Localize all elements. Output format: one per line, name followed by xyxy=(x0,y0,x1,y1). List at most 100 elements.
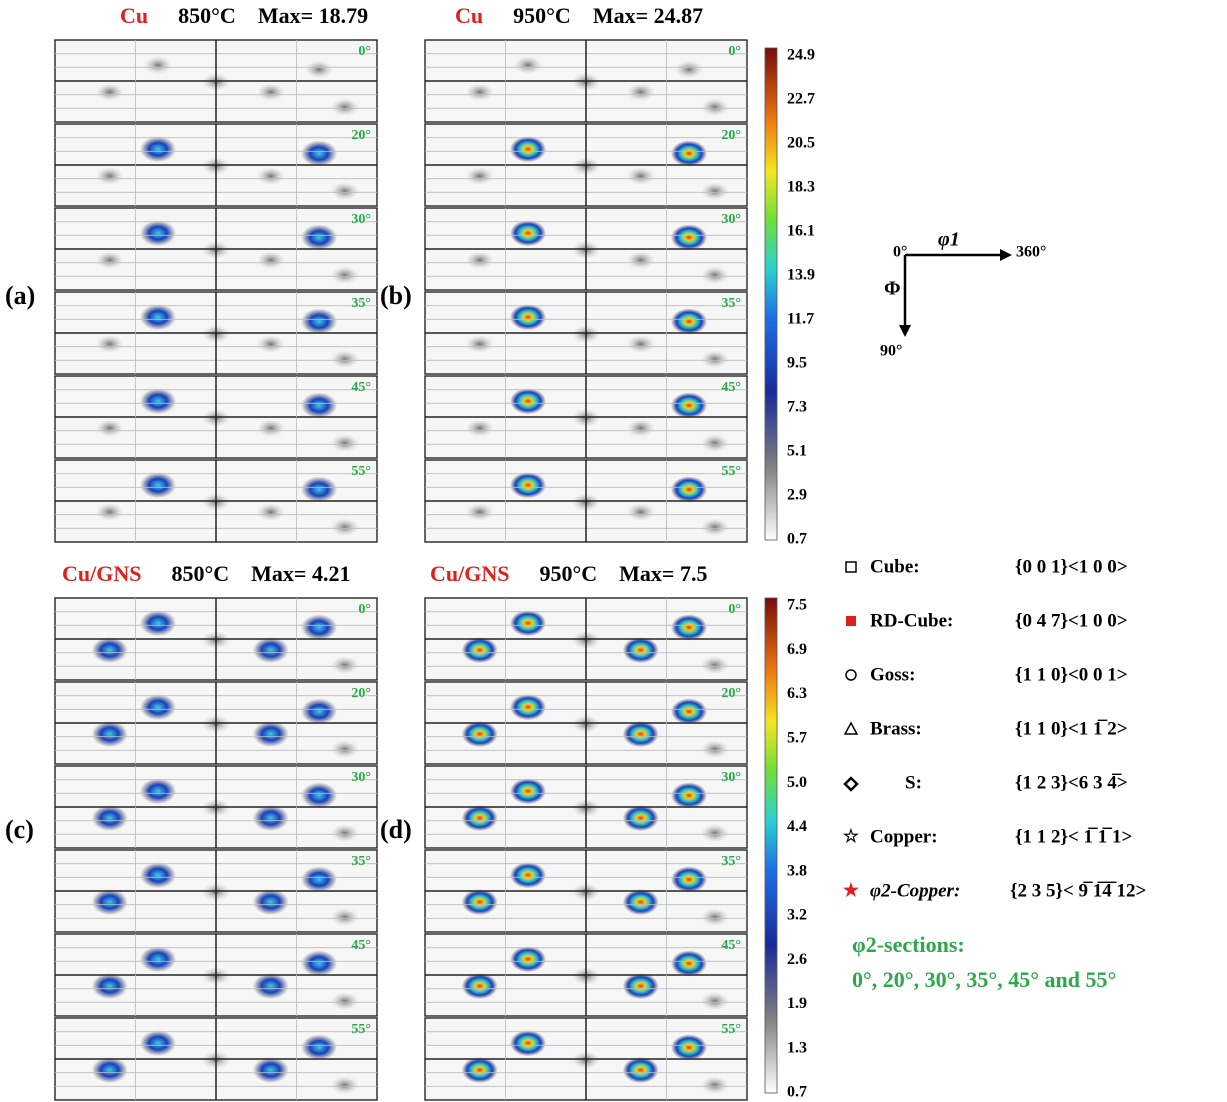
intensity-blob xyxy=(140,610,177,637)
intensity-blob xyxy=(301,614,338,641)
intensity-blob xyxy=(256,167,285,186)
intensity-blob xyxy=(301,308,338,335)
panel-title: Cu/GNS 950°C Max= 7.5 xyxy=(430,561,707,586)
odf-panel: Cu 850°C Max= 18.79 (a) 0° 20° 30° 35° 45° 55° xyxy=(5,3,378,543)
legend-notation: {0 4 7}<1 0 0> xyxy=(1015,610,1128,631)
colorbar-label: 22.7 xyxy=(787,91,815,108)
intensity-blob xyxy=(465,335,494,354)
title-part: Max= 18.79 xyxy=(258,3,368,28)
legend-name: Copper: xyxy=(870,826,938,847)
intensity-blob xyxy=(510,946,547,973)
intensity-blob xyxy=(510,136,547,163)
odf-section: 45° xyxy=(424,933,748,1017)
title-part: Max= 24.87 xyxy=(593,3,703,28)
intensity-blob xyxy=(671,782,708,809)
legend-symbols: ☆ ★ xyxy=(843,561,860,900)
intensity-blob xyxy=(465,251,494,270)
intensity-blob xyxy=(140,862,177,889)
panel-label: (d) xyxy=(380,815,412,844)
odf-section: 35° xyxy=(424,849,748,933)
intensity-blob xyxy=(140,136,177,163)
intensity-blob xyxy=(252,973,289,1000)
colorbar xyxy=(764,597,778,1094)
intensity-blob xyxy=(671,476,708,503)
legend-notation: {0 0 1}<1 0 0> xyxy=(1015,556,1128,577)
odf-section: 30° xyxy=(424,207,748,291)
intensity-blob xyxy=(671,140,708,167)
intensity-blob xyxy=(510,304,547,331)
intensity-blob xyxy=(95,167,124,186)
intensity-blob xyxy=(700,350,729,369)
axis-end: 360° xyxy=(1016,244,1046,261)
odf-section: 0° xyxy=(424,597,748,681)
intensity-blob xyxy=(330,266,359,285)
intensity-blob xyxy=(252,805,289,832)
legend-name: Cube: xyxy=(870,556,920,577)
intensity-blob xyxy=(301,1034,338,1061)
intensity-blob xyxy=(465,83,494,102)
section-label: 20° xyxy=(721,686,741,701)
intensity-blob xyxy=(700,98,729,117)
intensity-blob xyxy=(671,392,708,419)
panel-label: (b) xyxy=(380,281,412,310)
legend-notation: {1 1 2}< 1̅ 1̅ 1> xyxy=(1015,826,1132,847)
intensity-blob xyxy=(461,973,498,1000)
intensity-blob xyxy=(91,889,128,916)
colorbar-label: 1.3 xyxy=(787,1039,807,1056)
intensity-blob xyxy=(671,1034,708,1061)
title-part: Cu xyxy=(120,3,148,28)
section-label: 0° xyxy=(358,602,371,617)
colorbar-label: 7.3 xyxy=(787,399,807,416)
intensity-blob xyxy=(510,778,547,805)
odf-section: 45° xyxy=(424,375,748,459)
intensity-blob xyxy=(252,889,289,916)
intensity-blob xyxy=(671,224,708,251)
intensity-blob xyxy=(252,637,289,664)
intensity-blob xyxy=(330,908,359,927)
intensity-blob xyxy=(252,721,289,748)
intensity-blob xyxy=(671,308,708,335)
odf-panel: Cu 950°C Max= 24.87 (b) 0° 20° 30° 35° 45° 55° xyxy=(380,3,748,543)
colorbar-label: 3.2 xyxy=(787,907,807,924)
odf-section: 30° xyxy=(424,765,748,849)
section-label: 55° xyxy=(351,464,371,479)
intensity-blob xyxy=(330,350,359,369)
legend-notation: {1 2 3}<6 3 4̅> xyxy=(1015,772,1128,793)
intensity-blob xyxy=(330,518,359,537)
intensity-blob xyxy=(700,740,729,759)
axis-phi1: φ1 xyxy=(938,229,960,251)
intensity-blob xyxy=(671,866,708,893)
intensity-blob xyxy=(700,824,729,843)
intensity-blob xyxy=(700,1076,729,1095)
intensity-blob xyxy=(305,60,334,79)
intensity-blob xyxy=(700,266,729,285)
colorbar xyxy=(764,47,778,541)
intensity-blob xyxy=(510,610,547,637)
odf-section: 35° xyxy=(424,291,748,375)
colorbar-label: 0.7 xyxy=(787,531,807,548)
intensity-blob xyxy=(461,721,498,748)
intensity-blob xyxy=(671,698,708,725)
intensity-blob xyxy=(91,721,128,748)
colorbar-label: 7.5 xyxy=(787,597,807,614)
legend-name: Brass: xyxy=(870,718,922,739)
intensity-blob xyxy=(91,1057,128,1084)
section-label: 45° xyxy=(351,938,371,953)
panel-title: Cu/GNS 850°C Max= 4.21 xyxy=(62,561,350,586)
intensity-blob xyxy=(626,83,655,102)
intensity-blob xyxy=(140,778,177,805)
odf-section: 55° xyxy=(54,1017,378,1101)
section-label: 30° xyxy=(351,212,371,227)
section-label: 30° xyxy=(721,770,741,785)
colorbar-label: 3.8 xyxy=(787,862,807,879)
section-label: 0° xyxy=(728,602,741,617)
colorbar-label: 24.9 xyxy=(787,47,815,64)
section-label: 35° xyxy=(351,854,371,869)
odf-section: 45° xyxy=(54,375,378,459)
colorbar-label: 6.3 xyxy=(787,685,807,702)
intensity-blob xyxy=(622,973,659,1000)
intensity-blob xyxy=(700,908,729,927)
odf-section: 0° xyxy=(424,39,748,123)
colorbar-label: 1.9 xyxy=(787,995,807,1012)
